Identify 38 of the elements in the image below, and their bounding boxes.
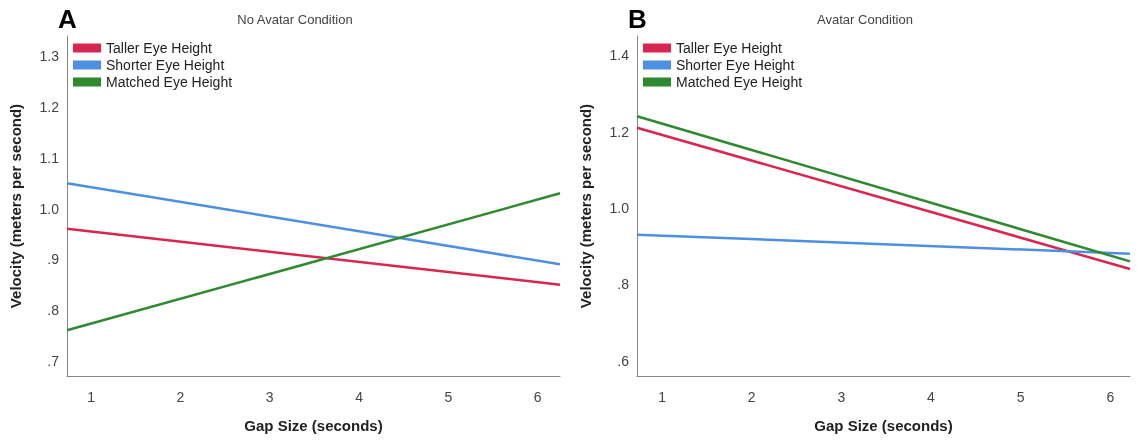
x-tick-label: 4 xyxy=(927,389,936,405)
y-tick-label: .6 xyxy=(617,352,630,369)
y-tick-label: 1.2 xyxy=(39,99,60,116)
legend-label: Matched Eye Height xyxy=(106,74,233,90)
x-tick-label: 1 xyxy=(658,389,667,405)
legend-label: Shorter Eye Height xyxy=(106,57,225,73)
y-tick-label: 1.2 xyxy=(609,123,630,140)
y-tick-label: 1.0 xyxy=(39,200,60,217)
y-tick-label: 1.3 xyxy=(39,48,60,65)
x-axis-title: Gap Size (seconds) xyxy=(244,417,383,434)
y-axis-title: Velocity (meters per second) xyxy=(7,103,24,309)
x-tick-label: 5 xyxy=(444,389,453,405)
y-tick-label: .8 xyxy=(47,302,60,319)
x-tick-label: 3 xyxy=(837,389,846,405)
chart-title: Avatar Condition xyxy=(817,12,913,27)
legend-label: Matched Eye Height xyxy=(676,74,803,90)
x-tick-label: 4 xyxy=(355,389,364,405)
y-tick-label: 1.0 xyxy=(609,199,630,216)
x-tick-label: 6 xyxy=(533,389,542,405)
x-tick-label: 3 xyxy=(265,389,274,405)
x-tick-label: 5 xyxy=(1016,389,1025,405)
text: A xyxy=(58,4,77,34)
y-tick-label: 1.1 xyxy=(39,149,60,166)
y-tick-label: 1.4 xyxy=(609,47,630,64)
y-tick-label: .7 xyxy=(47,352,60,369)
y-axis-title: Velocity (meters per second) xyxy=(577,103,594,309)
text: B xyxy=(628,4,647,34)
y-tick-label: .9 xyxy=(47,251,60,268)
y-tick-label: .8 xyxy=(617,276,630,293)
legend-label: Taller Eye Height xyxy=(106,40,212,56)
chart-title: No Avatar Condition xyxy=(237,12,353,27)
x-tick-label: 1 xyxy=(87,389,96,405)
x-tick-label: 2 xyxy=(747,389,756,405)
legend-label: Taller Eye Height xyxy=(676,40,782,56)
x-tick-label: 6 xyxy=(1106,389,1115,405)
legend-label: Shorter Eye Height xyxy=(676,57,795,73)
x-tick-label: 2 xyxy=(176,389,185,405)
x-axis-title: Gap Size (seconds) xyxy=(814,417,953,434)
